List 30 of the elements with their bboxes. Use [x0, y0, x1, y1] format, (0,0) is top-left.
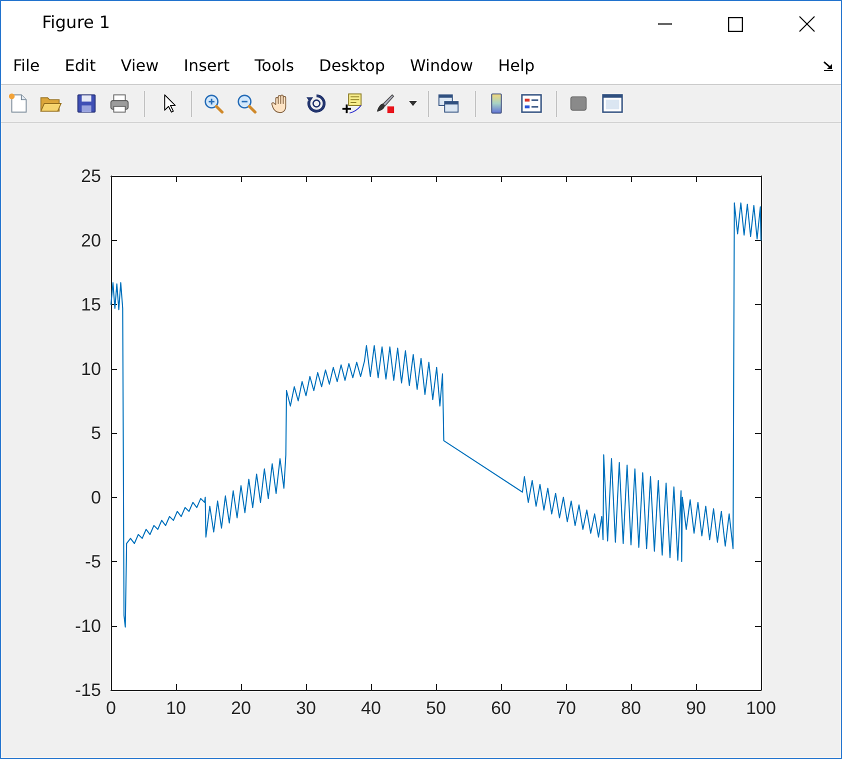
y-tick-label: 5 — [90, 423, 101, 443]
text: Help — [498, 56, 535, 75]
line-series — [110, 202, 762, 628]
text: Edit — [64, 56, 96, 75]
x-tick-label: 100 — [746, 698, 776, 718]
x-tick-label: 90 — [686, 698, 706, 718]
x-tick-label: 50 — [426, 698, 446, 718]
x-tick-label: 30 — [296, 698, 316, 718]
y-tick-label: 10 — [80, 358, 101, 379]
y-tick-label: -10 — [74, 616, 101, 636]
text: File — [13, 56, 40, 75]
x-tick-label: 20 — [230, 698, 252, 718]
y-tick-label: 0 — [90, 487, 101, 508]
x-tick-label: 70 — [556, 698, 576, 718]
y-tick-label: 15 — [80, 294, 101, 314]
y-tick-label: 25 — [80, 166, 101, 186]
x-tick-label: 60 — [490, 698, 512, 718]
text: Desktop — [319, 56, 386, 75]
x-tick-label: 80 — [620, 698, 642, 718]
x-tick-label: 0 — [106, 698, 116, 718]
y-tick-label: 20 — [80, 230, 101, 250]
text: Tools — [254, 56, 294, 75]
y-tick-label: -5 — [84, 552, 101, 572]
chart-title: Figure 1 — [42, 13, 110, 33]
x-tick-label: 40 — [360, 698, 382, 718]
text: Insert — [184, 56, 230, 75]
x-tick-label: 10 — [166, 698, 186, 718]
text: Window — [410, 56, 474, 75]
y-tick-label: -15 — [74, 680, 101, 700]
text: View — [120, 56, 159, 75]
